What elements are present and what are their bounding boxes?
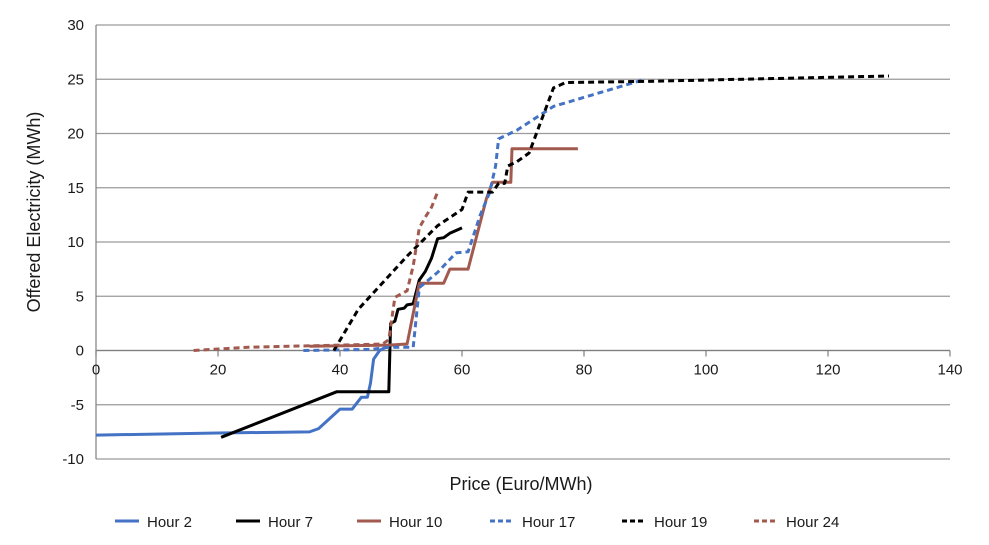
series-line-2: [220, 226, 463, 439]
x-axis-title: Price (Euro/MWh): [449, 474, 592, 494]
series-line-1: [95, 343, 395, 437]
series-line-5: [332, 74, 890, 352]
x-tick-label: 0: [92, 362, 100, 379]
y-tick-label: 25: [67, 71, 84, 88]
series-line-4: [303, 77, 646, 352]
x-tick-label: 20: [210, 362, 227, 379]
y-tick-label: 0: [76, 343, 84, 360]
gridlines: [96, 24, 950, 460]
legend: Hour 2 Hour 7 Hour 10 Hour 17 Hour 19 Hour 24: [115, 514, 839, 531]
legend-label: Hour 2: [147, 514, 192, 531]
y-tick-label: -10: [62, 451, 84, 468]
y-tick-label: 30: [67, 17, 84, 34]
x-tick-label: 140: [937, 362, 962, 379]
y-tick-label: 10: [67, 234, 84, 251]
legend-label: Hour 17: [522, 514, 575, 531]
x-tick-label: 120: [815, 362, 840, 379]
y-tick-label: 15: [67, 180, 84, 197]
x-tick-label: 80: [576, 362, 593, 379]
y-tick-label: 5: [76, 288, 84, 305]
y-tick-label: -5: [71, 397, 84, 414]
x-tick-label: 40: [332, 362, 349, 379]
y-axis-title: Offered Electricity (MWh): [24, 112, 44, 313]
legend-label: Hour 10: [389, 514, 442, 531]
x-tick-label: 60: [454, 362, 471, 379]
legend-label: Hour 24: [786, 514, 839, 531]
x-tick-labels: 0 20 40 60 80 100 120 140: [92, 362, 963, 379]
y-tick-labels: -10 -5 0 5 10 15 20 25 30: [62, 17, 84, 468]
legend-label: Hour 19: [654, 514, 707, 531]
series-lines: [95, 74, 890, 439]
axes: [95, 25, 951, 459]
series-line-3: [309, 147, 578, 348]
legend-label: Hour 7: [268, 514, 313, 531]
series-line-6: [193, 191, 439, 352]
y-tick-label: 20: [67, 126, 84, 143]
x-tick-label: 100: [693, 362, 718, 379]
